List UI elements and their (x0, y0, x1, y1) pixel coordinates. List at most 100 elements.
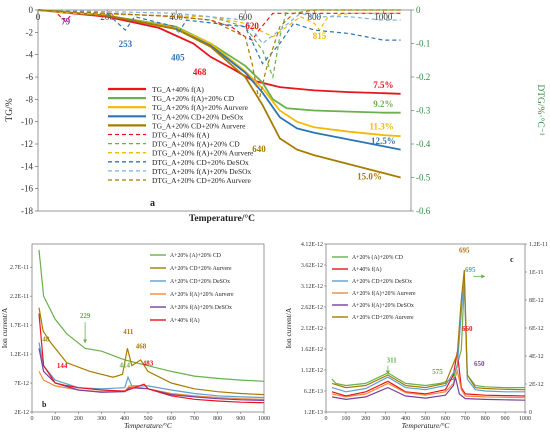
panel-a-annotation: 620 (245, 21, 259, 31)
panel-a-annotation: 9.2% (373, 99, 393, 109)
panel-a-legend-entry: TG_A+20% f(A)+20% Aurvere (152, 103, 249, 112)
panel-c-legend-entry: A+20% (A)+20% CD (352, 254, 403, 261)
panel-c-y2tick-label: 0 (529, 410, 532, 416)
panel-a-series-line (37, 9, 401, 45)
panel-a-annotation: 253 (119, 39, 133, 49)
panel-a-legend-entry: DTG_A+20% f(A)+20% CD (152, 140, 240, 149)
panel-a-ytick-label: -2 (26, 27, 34, 37)
panel-c-ytick-label: 3.62E-12 (301, 263, 323, 269)
panel-a-annotation: 405 (171, 52, 185, 62)
panel-a-annotation: 79 (61, 17, 71, 27)
panel-c-ytick-label: 2.12E-12 (301, 326, 323, 332)
panel-c-xtick-label: 0 (325, 416, 328, 422)
panel-c-ytick-label: 3.12E-12 (301, 284, 323, 290)
panel-a-legend-entry: TG_A+20% CD+20% DeSOx (152, 112, 244, 121)
panel-b-ytick-label: 2.2E-11 (10, 294, 29, 300)
panel-b-xtick-label: 100 (51, 416, 60, 422)
panel-b-xtick-label: 200 (74, 416, 83, 422)
panel-c-ytick-label: 1.2E-13 (304, 410, 323, 416)
panel-b-annotation: 483 (143, 360, 154, 368)
panel-a-series-line (37, 9, 401, 101)
panel-a-legend-entry: DTG_A+20% f(A)+20% Aurvere (152, 149, 254, 158)
panel-a-legend-entry: TG_A+20% CD+20% Aurvere (152, 121, 246, 130)
panel-a-annotation: 815 (313, 31, 327, 41)
panel-b-annotation: 229 (80, 312, 91, 320)
panel-c-series-line (331, 368, 526, 399)
panel-c-series-line (331, 278, 525, 393)
panel-b-ytick-label: 7E-12 (14, 381, 29, 387)
panel-b-series-line (38, 313, 265, 404)
panel-c-ylabel: Ion current/A (284, 307, 293, 348)
panel-b-xtick-label: 0 (31, 416, 34, 422)
panel-c-series-line (331, 351, 526, 397)
panel-b-xtick-label: 900 (236, 416, 245, 422)
panel-b-xtick-label: 500 (144, 416, 153, 422)
panel-c-xtick-label: 800 (481, 416, 490, 422)
panel-b-ytick-label: 2.7E-11 (10, 265, 29, 271)
panel-c-xtick-label: 1000 (519, 416, 531, 422)
panel-c-annotation: 695 (459, 246, 470, 254)
panel-a-series-line (37, 9, 401, 80)
panel-a-ytick-label: -14 (21, 161, 33, 171)
panel-c-ytick-label: 1.62E-12 (301, 347, 323, 353)
panel-b-legend-entry: A+20% f(A)+20% Aurvere (170, 291, 234, 298)
panel-a-legend-entry: DTG_A+20% CD+20% Aurvere (152, 176, 252, 185)
panel-a-ytick-label: 0 (29, 5, 34, 15)
panel-b-xtick-label: 1000 (258, 416, 270, 422)
panel-a-annotation: 12.5% (371, 136, 396, 146)
panel-a-ytick-label: -10 (21, 117, 33, 127)
panel-c-y2tick-label: 2E-12 (529, 382, 544, 388)
panel-c-legend-entry: A+20% f(A)+20% Aurvere (352, 290, 416, 297)
panel-a-y2tick-label: -0.5 (416, 173, 431, 183)
panel-b-legend-entry: A+40% f(A) (170, 317, 200, 324)
panel-a-ytick-label: -4 (26, 50, 34, 60)
panel-a-legend-entry: DTG_A+40% f(A) (152, 131, 210, 140)
panel-b-legend-entry: A+20% (A)+20% CD (170, 252, 221, 259)
panel-a-legend-entry: DTG_A+20% CD+20% DeSOx (152, 158, 249, 167)
panel-c-xlabel: Temperature/°C (402, 421, 451, 430)
panel-a-y2tick-label: -0.2 (416, 72, 430, 82)
panel-b-xtick-label: 400 (120, 416, 129, 422)
panel-b-series-line (38, 307, 265, 396)
panel-a-annotation: 15.0% (357, 172, 382, 182)
panel-c-legend-entry: A+20% f(A)+20% DeSOx (352, 302, 414, 309)
panel-a-xtick-label: 600 (238, 12, 252, 22)
panel-c-annotation: 311 (387, 356, 398, 364)
panel-c-ytick-label: 2.62E-12 (301, 305, 323, 311)
panel-a-xtick-label: 800 (308, 12, 322, 22)
panel-c-y2tick-label: 1.2E-11 (529, 242, 548, 248)
panel-a-legend-entry: DTG_A+20% f(A)+20% DeSOx (152, 167, 252, 176)
panel-b-xtick-label: 800 (213, 416, 222, 422)
panel-b-annotation: 468 (136, 342, 147, 350)
panel-c-series-line (331, 376, 526, 401)
panel-a-xtick-label: 400 (169, 12, 183, 22)
panel-a-label: a (150, 198, 155, 209)
panel-c-xtick-label: 400 (401, 416, 410, 422)
panel-c-xtick-label: 100 (341, 416, 350, 422)
panel-c-xtick-label: 900 (501, 416, 510, 422)
panel-c-y2tick-label: 1E-11 (529, 270, 543, 276)
panel-b-ytick-label: 2E-12 (14, 410, 29, 416)
panel-a-xtick-label: 0 (36, 12, 41, 22)
panel-c-annotation: 650 (474, 360, 485, 368)
panel-b-ytick-label: 1.2E-11 (10, 352, 29, 358)
panel-b-panel-label: b (42, 400, 47, 409)
panel-a-y2tick-label: -0.1 (416, 39, 430, 49)
panel-a-legend-entry: TG_A+40% f(A) (152, 85, 204, 94)
panel-a-ytick-label: -16 (21, 184, 33, 194)
panel-c-ytick-label: 1.12E-12 (301, 368, 323, 374)
panel-c-y2tick-label: 6E-12 (529, 326, 544, 332)
panel-c-y2tick-label: 8E-12 (529, 298, 544, 304)
panel-b-legend-entry: A+20% f(A)+20% DeSOx (170, 304, 232, 311)
panel-a-y2label: DTG/%·°C⁻¹ (535, 84, 546, 135)
panel-c-legend-entry: A+40% f(A) (352, 266, 382, 273)
panel-b-series-line (38, 342, 265, 399)
panel-b-xtick-label: 700 (190, 416, 199, 422)
panel-c-xtick-label: 500 (421, 416, 430, 422)
panel-b-ylabel: Ion current/A (0, 307, 9, 348)
panel-b-series-line (38, 371, 265, 400)
panel-a-series-line (37, 9, 401, 65)
panel-a-y2tick-label: -0.3 (416, 106, 431, 116)
panel-c-ytick-label: 6.2E-13 (304, 389, 323, 395)
